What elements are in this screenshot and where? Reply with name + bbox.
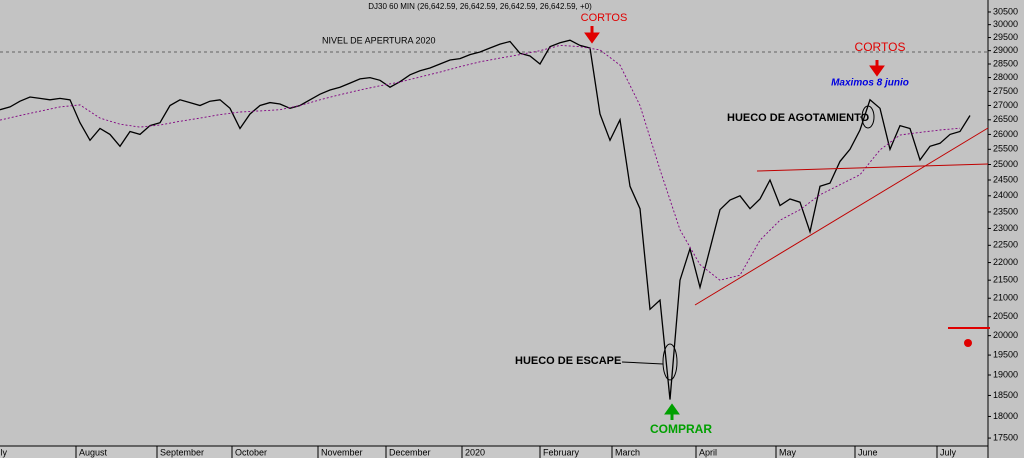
arrow-down <box>584 26 600 44</box>
x-tick-label: August <box>79 447 108 457</box>
support-line <box>756 163 989 172</box>
x-tick-label: June <box>858 447 878 457</box>
y-tick-label: 19500 <box>993 349 1018 359</box>
x-axis-bar <box>0 446 988 458</box>
arrow-down <box>869 60 885 77</box>
trend-line <box>694 127 989 306</box>
y-tick-label: 18500 <box>993 390 1018 400</box>
y-tick-label: 25000 <box>993 159 1018 169</box>
y-tick-label: 18000 <box>993 411 1018 421</box>
x-tick-label: February <box>543 447 580 457</box>
y-tick-label: 19000 <box>993 369 1018 379</box>
annotation: COMPRAR <box>650 422 712 436</box>
pointer-line <box>621 361 664 365</box>
y-tick-label: 27000 <box>993 100 1018 110</box>
y-tick-label: 21000 <box>993 293 1018 303</box>
gap-ellipse <box>662 343 678 381</box>
y-tick-label: 17500 <box>993 432 1018 442</box>
marker-dot <box>964 339 972 347</box>
y-tick-label: 25500 <box>993 144 1018 154</box>
annotation: HUECO DE AGOTAMIENTO <box>727 112 870 124</box>
price-line <box>0 39 971 400</box>
y-tick-label: 26000 <box>993 129 1018 139</box>
y-tick-label: 20500 <box>993 311 1018 321</box>
x-tick-label: July <box>940 447 957 457</box>
opening-level-label: NIVEL DE APERTURA 2020 <box>322 35 436 45</box>
y-tick-label: 22500 <box>993 240 1018 250</box>
y-tick-label: 24000 <box>993 190 1018 200</box>
y-tick-label: 26500 <box>993 114 1018 124</box>
x-tick-label: July <box>0 447 8 457</box>
y-tick-label: 28000 <box>993 72 1018 82</box>
x-tick-label: April <box>699 447 717 457</box>
y-tick-label: 29000 <box>993 45 1018 55</box>
annotation: CORTOS <box>855 40 906 54</box>
x-tick-label: December <box>389 447 431 457</box>
annotation: CORTOS <box>581 12 628 24</box>
y-tick-label: 23500 <box>993 206 1018 216</box>
gap-ellipse <box>861 105 875 129</box>
x-tick-label: 2020 <box>465 447 485 457</box>
y-tick-label: 27500 <box>993 86 1018 96</box>
y-tick-label: 21500 <box>993 275 1018 285</box>
y-tick-label: 23000 <box>993 223 1018 233</box>
chart-title: DJ30 60 MIN (26,642.59, 26,642.59, 26,64… <box>368 2 592 11</box>
annotation: HUECO DE ESCAPE <box>515 355 621 367</box>
moving-average-line <box>0 44 961 281</box>
plot-layer: 30500 30000 29500 29000 28500 28000 27500 27000… <box>0 6 1018 458</box>
y-tick-label: 28500 <box>993 58 1018 68</box>
annotation: Maximos 8 junio <box>831 78 909 89</box>
x-tick-label: September <box>160 447 204 457</box>
y-tick-label: 30000 <box>993 19 1018 29</box>
x-tick-label: November <box>321 447 363 457</box>
y-tick-label: 20000 <box>993 330 1018 340</box>
y-tick-label: 24500 <box>993 174 1018 184</box>
x-tick-label: March <box>615 447 640 457</box>
x-tick-label: May <box>779 447 797 457</box>
y-tick-label: 29500 <box>993 32 1018 42</box>
y-tick-label: 22000 <box>993 257 1018 267</box>
arrow-up <box>664 403 680 420</box>
x-tick-label: October <box>235 447 267 457</box>
y-tick-label: 30500 <box>993 6 1018 16</box>
